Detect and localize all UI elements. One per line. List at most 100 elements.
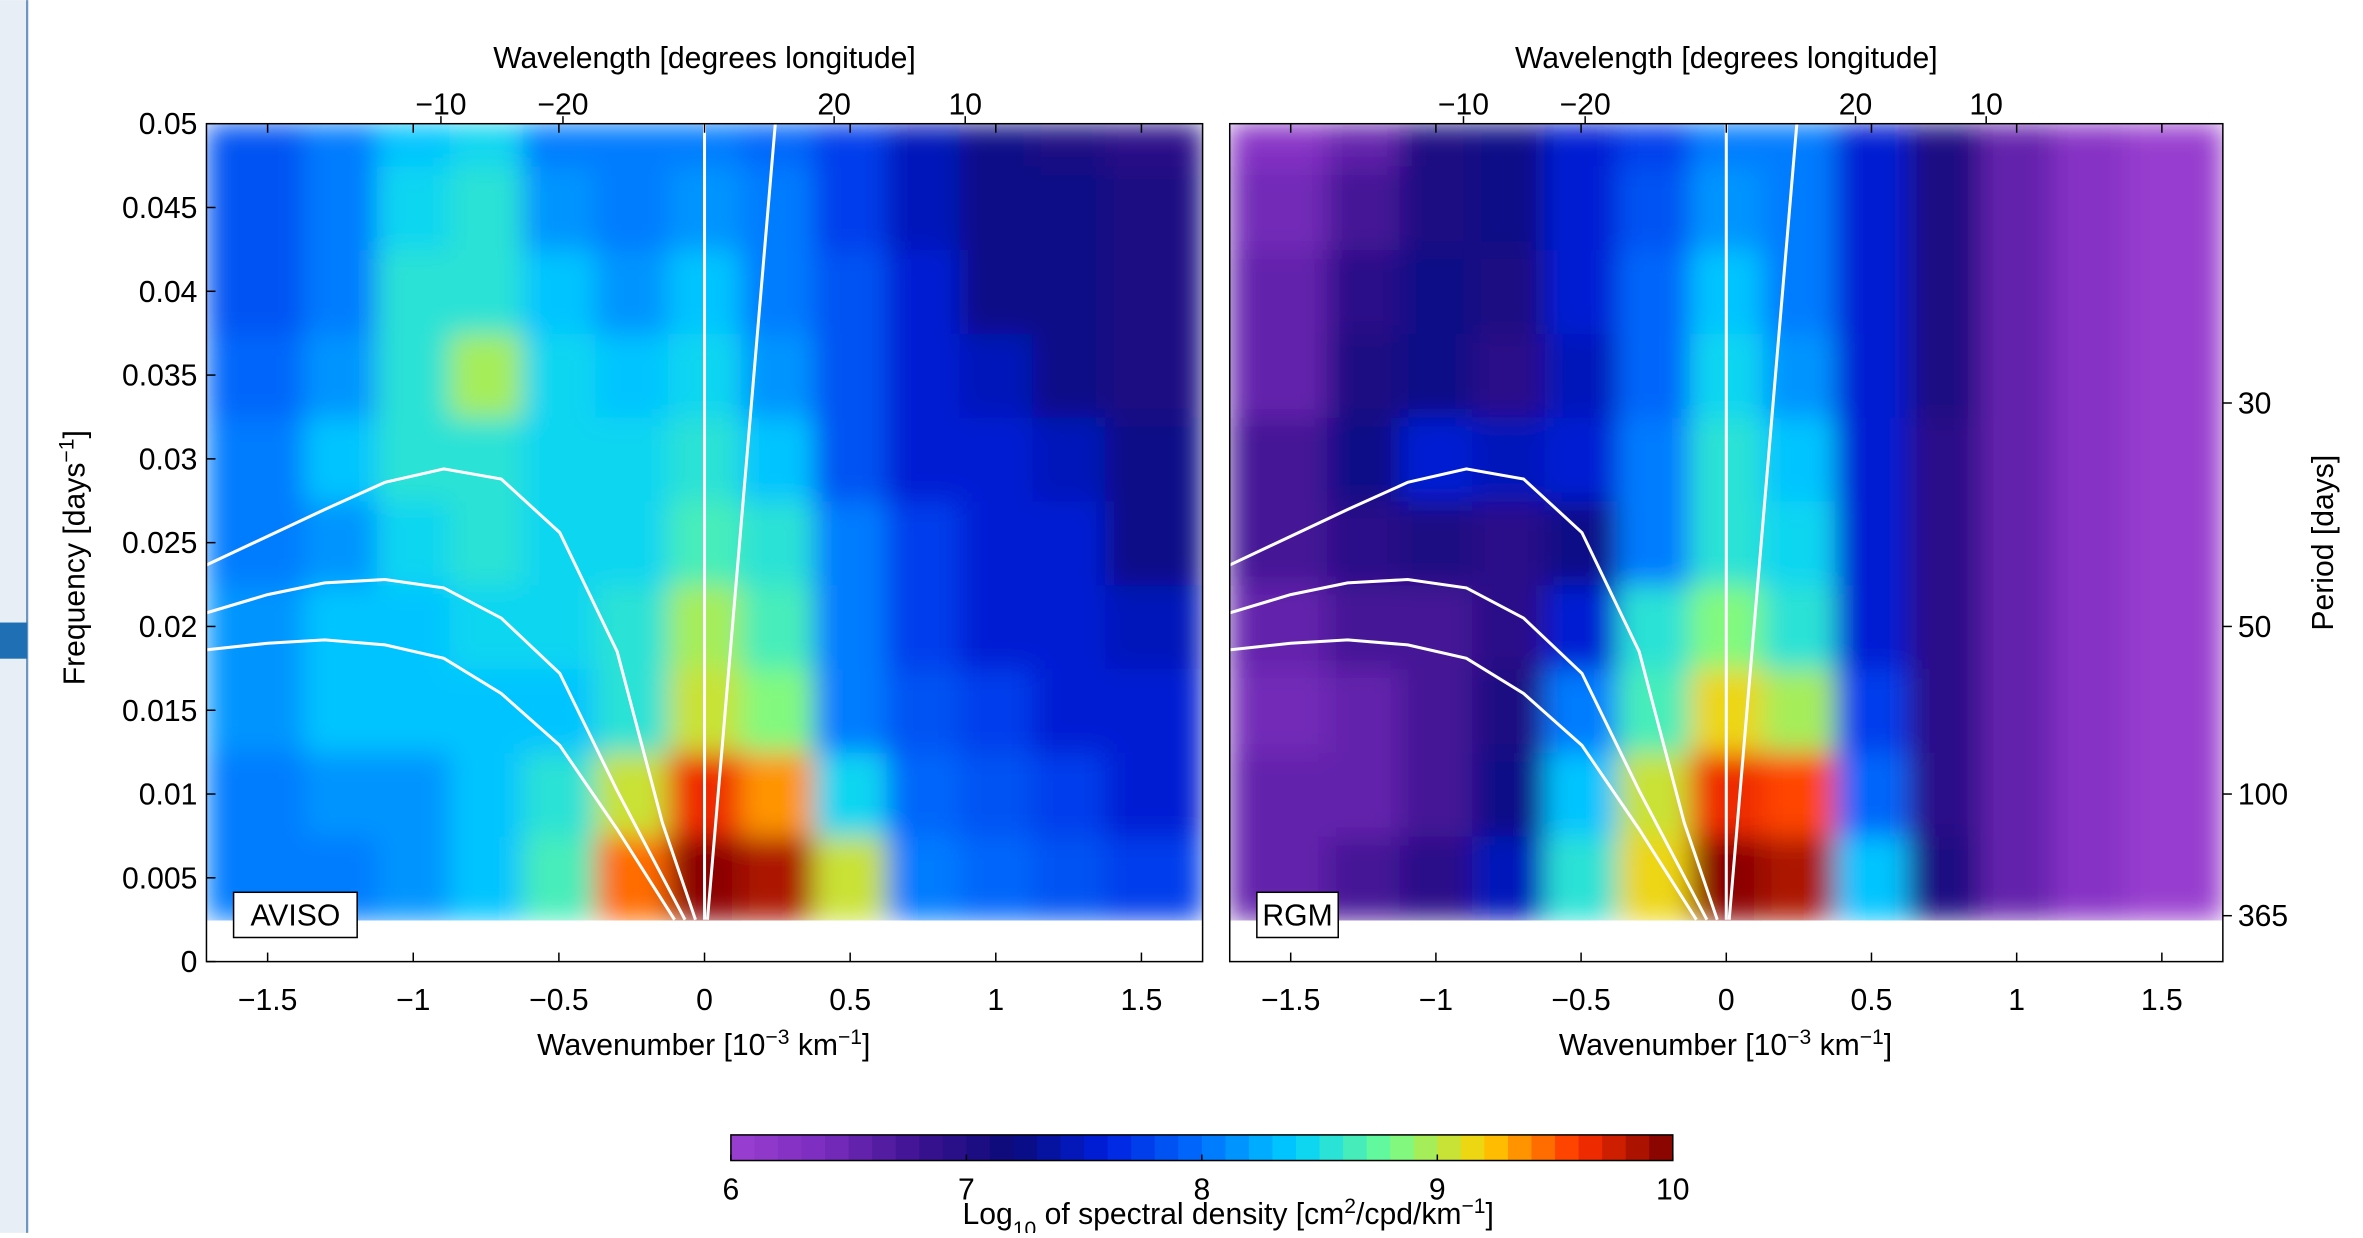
- cell: [2052, 835, 2127, 921]
- cell: [1980, 249, 2054, 334]
- cell: [1617, 752, 1691, 837]
- x-tick-label: 0.5: [1851, 984, 1893, 1017]
- cell: [2052, 249, 2127, 334]
- cell: [2125, 668, 2223, 753]
- cell: [2052, 584, 2127, 670]
- cell: [2125, 835, 2223, 921]
- cell: [1399, 416, 1473, 502]
- cell: [1617, 835, 1691, 921]
- cell: [886, 668, 961, 753]
- cell: [886, 752, 961, 837]
- cell: [376, 835, 451, 921]
- cell: [1544, 500, 1619, 586]
- cell: [2052, 500, 2127, 586]
- cell: [886, 249, 961, 334]
- dispersion-curve: [705, 123, 777, 920]
- cell: [595, 584, 669, 670]
- cell: [1399, 165, 1473, 251]
- cell: [522, 249, 597, 334]
- cell: [1229, 752, 1328, 837]
- colorbar-segment: [1437, 1134, 1462, 1161]
- cell: [1032, 165, 1106, 251]
- x-tick-label: 1: [987, 984, 1004, 1017]
- cell: [304, 123, 378, 167]
- cell: [1835, 416, 1909, 502]
- cell: [1762, 835, 1836, 921]
- cell: [449, 835, 524, 921]
- cell: [1544, 165, 1619, 251]
- cell: [206, 249, 305, 334]
- top-tick-label: 10: [1969, 89, 2003, 122]
- cell: [304, 165, 378, 251]
- cell: [1907, 752, 1982, 837]
- cell: [1472, 835, 1546, 921]
- cell: [1762, 249, 1836, 334]
- cell: [2052, 416, 2127, 502]
- cell: [1105, 752, 1203, 837]
- cell: [304, 249, 378, 334]
- cell: [595, 835, 669, 921]
- cell: [1907, 333, 1982, 418]
- colorbar-segment: [1296, 1134, 1321, 1161]
- top-tick-label: −20: [1560, 89, 1611, 122]
- y2-axis-label: Period [days]: [2307, 455, 2340, 631]
- side-tab[interactable]: [0, 622, 28, 659]
- cell: [376, 500, 451, 586]
- cell: [206, 416, 305, 502]
- cell: [1544, 416, 1619, 502]
- cell: [1327, 835, 1401, 921]
- cell: [886, 500, 961, 586]
- cell: [1762, 668, 1836, 753]
- cell: [1105, 123, 1203, 167]
- cell: [959, 500, 1033, 586]
- colorbar-segment: [848, 1134, 873, 1161]
- cell: [740, 249, 815, 334]
- cell: [813, 835, 888, 921]
- cell: [2052, 752, 2127, 837]
- cell: [206, 123, 305, 167]
- cell: [959, 165, 1033, 251]
- cell: [2125, 123, 2223, 167]
- cell: [1835, 333, 1909, 418]
- cell: [1544, 668, 1619, 753]
- cell: [1472, 249, 1546, 334]
- cell: [886, 333, 961, 418]
- cell: [1105, 416, 1203, 502]
- colorbar-segment: [1507, 1134, 1533, 1161]
- colorbar-segment: [1555, 1134, 1580, 1161]
- cell: [522, 333, 597, 418]
- panel-label: AVISO: [250, 899, 340, 932]
- cell: [813, 165, 888, 251]
- y-tick-label: 0.02: [139, 611, 198, 644]
- cell: [449, 752, 524, 837]
- top-axis-label: Wavelength [degrees longitude]: [1515, 42, 1938, 75]
- colorbar-segment: [1390, 1134, 1415, 1161]
- cell: [206, 333, 305, 418]
- cell: [1907, 668, 1982, 753]
- cell: [886, 123, 961, 167]
- cell: [1980, 752, 2054, 837]
- cell: [1105, 835, 1203, 921]
- x-tick-label: 1.5: [1120, 984, 1162, 1017]
- x-tick-label: −1.5: [238, 984, 297, 1017]
- cell: [376, 165, 451, 251]
- cell: [886, 835, 961, 921]
- colorbar-segment: [1107, 1134, 1132, 1161]
- cell: [595, 249, 669, 334]
- cell: [1032, 333, 1106, 418]
- x-tick-label: 0.5: [829, 984, 871, 1017]
- y-axis-label: Frequency [days−1]: [55, 430, 92, 685]
- cell: [959, 416, 1033, 502]
- cell: [813, 249, 888, 334]
- cell: [1544, 584, 1619, 670]
- cell: [1835, 165, 1909, 251]
- colorbar-segment: [1272, 1134, 1297, 1161]
- dispersion-curve: [1229, 638, 1698, 921]
- cell: [1032, 752, 1106, 837]
- colorbar-segment: [1060, 1134, 1085, 1161]
- cell: [2125, 752, 2223, 837]
- cell: [1327, 416, 1401, 502]
- cell: [1472, 333, 1546, 418]
- cell: [1032, 835, 1106, 921]
- colorbar-tick-label: 6: [723, 1174, 740, 1207]
